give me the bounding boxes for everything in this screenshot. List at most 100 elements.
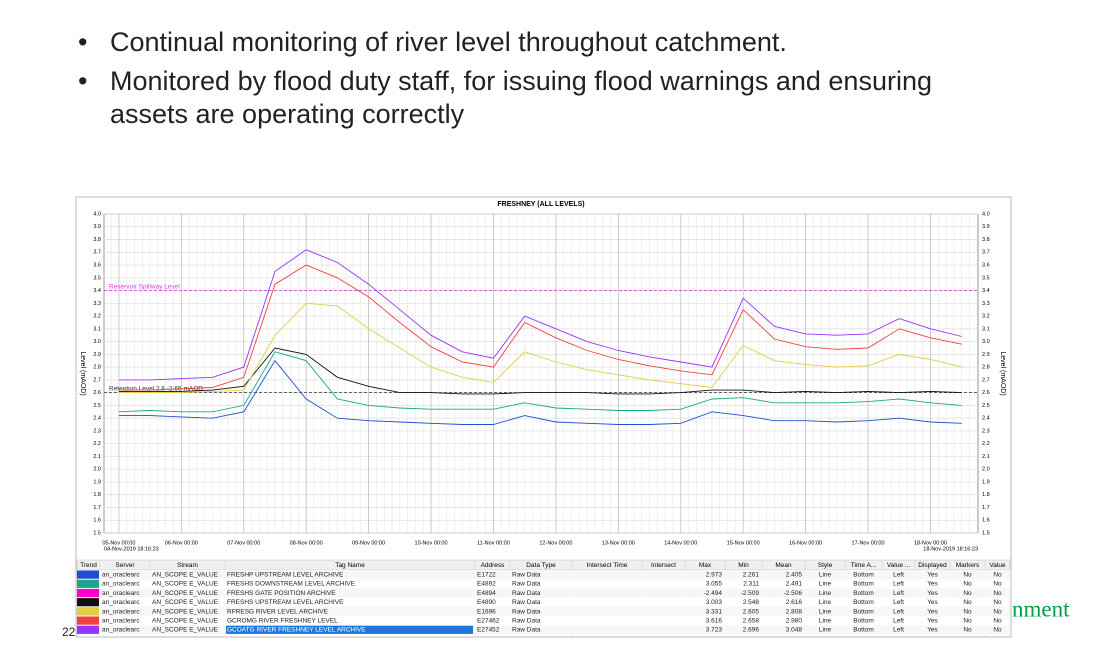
series-line	[118, 359, 962, 425]
cell: 2.808	[786, 608, 803, 615]
cell: Raw Data	[512, 599, 541, 606]
cell: Yes	[927, 572, 938, 579]
cell: No	[963, 590, 972, 597]
cell: Left	[893, 608, 904, 615]
cell: AN_SCOPE E_VALUE	[152, 572, 219, 579]
column-header: Trend	[80, 562, 97, 569]
y-tick-label: 3.1	[93, 326, 101, 332]
y-tick-label: 3.3	[93, 301, 101, 307]
cell: No	[993, 627, 1002, 634]
y-tick-label: 3.2	[93, 314, 101, 320]
trend-swatch	[77, 607, 99, 616]
y-tick-label: 1.6	[93, 518, 101, 524]
cell: No	[963, 599, 972, 606]
cell: Yes	[927, 618, 938, 625]
cell: 2.491	[786, 581, 803, 588]
cell: Line	[819, 608, 832, 615]
table-row: an_oraclearc AN_SCOPE E_VALUE FRESHS GATE …	[77, 588, 1010, 598]
cell: E1722	[477, 572, 496, 579]
y2-tick-label: 2.6	[982, 390, 990, 396]
x-tick-label: 15-Nov 00:00	[727, 540, 760, 546]
column-header: Min	[738, 562, 749, 569]
cell: Bottom	[853, 618, 874, 625]
cell: FRESHS GATE POSITION ARCHIVE	[227, 590, 336, 597]
cell: Line	[819, 590, 832, 597]
y2-tick-label: 3.3	[982, 301, 990, 307]
cell: Raw Data	[512, 581, 541, 588]
cell: an_oraclearc	[102, 599, 140, 606]
x-start-label: 04-Nov-2019 18:16:23	[104, 546, 159, 552]
column-header: Displayed	[918, 562, 947, 569]
cell: E4894	[477, 590, 496, 597]
y-tick-label: 2.8	[93, 365, 101, 371]
cell: AN_SCOPE E_VALUE	[152, 627, 219, 634]
cell: AN_SCOPE E_VALUE	[152, 599, 219, 606]
cell: 3.723	[706, 627, 723, 634]
y2-tick-label: 2.3	[982, 428, 990, 434]
cell: GCROMG RIVER FRESHNEY LEVEL	[227, 618, 338, 625]
cell: -2.494	[704, 590, 723, 597]
plot-area	[103, 213, 979, 534]
column-header: Markers	[956, 562, 980, 569]
cell: 2.980	[786, 618, 803, 625]
series-line	[118, 302, 962, 394]
y2-tick-label: 1.6	[982, 518, 990, 524]
x-tick-label: 17-Nov 00:00	[852, 540, 885, 546]
cell: Left	[893, 572, 904, 579]
column-header: Tag Name	[335, 562, 365, 569]
cell: 2.696	[743, 627, 760, 634]
cell: Raw Data	[512, 608, 541, 615]
cell: No	[993, 590, 1002, 597]
column-header: Value	[989, 562, 1006, 569]
cell: Yes	[927, 599, 938, 606]
table-row: an_oraclearc AN_SCOPE E_VALUE FRESHS UPSTR…	[77, 597, 1010, 607]
trend-swatch	[77, 616, 99, 625]
column-header: Value ...	[887, 562, 911, 569]
cell: 3.616	[706, 618, 723, 625]
cell: Raw Data	[512, 627, 541, 634]
y2-tick-label: 2.2	[982, 441, 990, 447]
cell: E27462	[477, 618, 500, 625]
y2-tick-label: 2.4	[982, 416, 990, 422]
row-bg	[77, 570, 1010, 580]
y2-tick-label: 3.4	[982, 288, 990, 294]
series-line	[118, 249, 962, 381]
y-tick-label: 2.2	[93, 441, 101, 447]
cell: Line	[819, 627, 832, 634]
column-header: Stream	[177, 562, 198, 569]
cell: E27452	[477, 627, 500, 634]
x-tick-label: 05-Nov 00:00	[102, 540, 135, 546]
cell: -2.509	[741, 590, 760, 597]
x-tick-label: 10-Nov 00:00	[415, 540, 448, 546]
x-tick-label: 08-Nov 00:00	[290, 540, 323, 546]
column-header: Server	[115, 562, 135, 569]
cell: 3.003	[706, 599, 723, 606]
y2-tick-label: 2.9	[982, 352, 990, 358]
y2-tick-label: 1.5	[982, 530, 990, 536]
y-tick-label: 2.5	[93, 403, 101, 409]
cell: 3.055	[706, 581, 723, 588]
x-tick-label: 18-Nov 00:00	[914, 540, 947, 546]
y-tick-label: 3.9	[93, 224, 101, 230]
cell: 3.048	[786, 627, 803, 634]
y2-tick-label: 3.5	[982, 275, 990, 281]
table-row: an_oraclearc AN_SCOPE E_VALUE RFRESG RIVER…	[77, 606, 1010, 616]
y-tick-label: 2.1	[93, 454, 101, 460]
series-line	[118, 264, 962, 391]
cell: Left	[893, 581, 904, 588]
column-header: Time A...	[851, 562, 877, 569]
x-tick-label: 14-Nov 00:00	[664, 540, 697, 546]
cell: Left	[893, 618, 904, 625]
y-tick-label: 3.8	[93, 237, 101, 243]
cell: 2.548	[743, 599, 760, 606]
cell: 2.605	[743, 608, 760, 615]
cell: GCOATG RIVER FRESHNEY LEVEL ARCHIVE	[227, 627, 366, 634]
x-end-label: 18-Nov-2019 18:16:23	[923, 546, 978, 552]
y2-axis-label: Level (mAOD)	[999, 351, 1006, 395]
y-tick-label: 3.7	[93, 250, 101, 256]
cell: AN_SCOPE E_VALUE	[152, 618, 219, 625]
x-tick-label: 06-Nov 00:00	[165, 540, 198, 546]
y2-tick-label: 3.9	[982, 224, 990, 230]
